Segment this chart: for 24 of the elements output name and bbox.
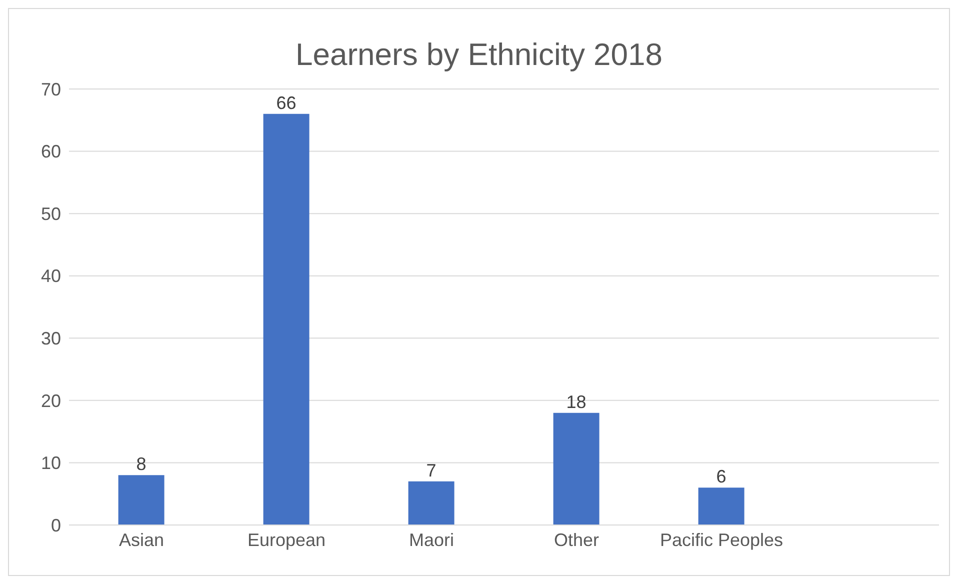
data-label: 7 [426, 460, 436, 480]
y-tick-label: 10 [40, 453, 61, 474]
bar [263, 114, 310, 525]
bar [408, 481, 454, 525]
bar [698, 488, 744, 525]
y-tick-label: 50 [40, 204, 61, 224]
data-label: 8 [136, 454, 146, 474]
y-tick-label: 70 [40, 79, 61, 100]
y-tick-label: 30 [40, 328, 61, 349]
data-label: 18 [566, 392, 586, 412]
x-tick-label: European [247, 530, 326, 550]
y-tick-label: 20 [40, 390, 61, 411]
bar [118, 475, 164, 525]
y-tick-label: 60 [40, 142, 61, 162]
data-label: 6 [716, 466, 726, 487]
x-tick-label: Asian [118, 530, 164, 550]
x-tick-label: Pacific Peoples [660, 530, 784, 550]
data-label: 66 [276, 92, 296, 113]
y-tick-label: 0 [50, 515, 61, 536]
x-tick-label: Maori [408, 530, 454, 550]
y-tick-label: 40 [40, 266, 61, 286]
chart-title: Learners by Ethnicity 2018 [294, 36, 664, 74]
x-tick-label: Other [554, 530, 600, 550]
bar [553, 412, 600, 525]
